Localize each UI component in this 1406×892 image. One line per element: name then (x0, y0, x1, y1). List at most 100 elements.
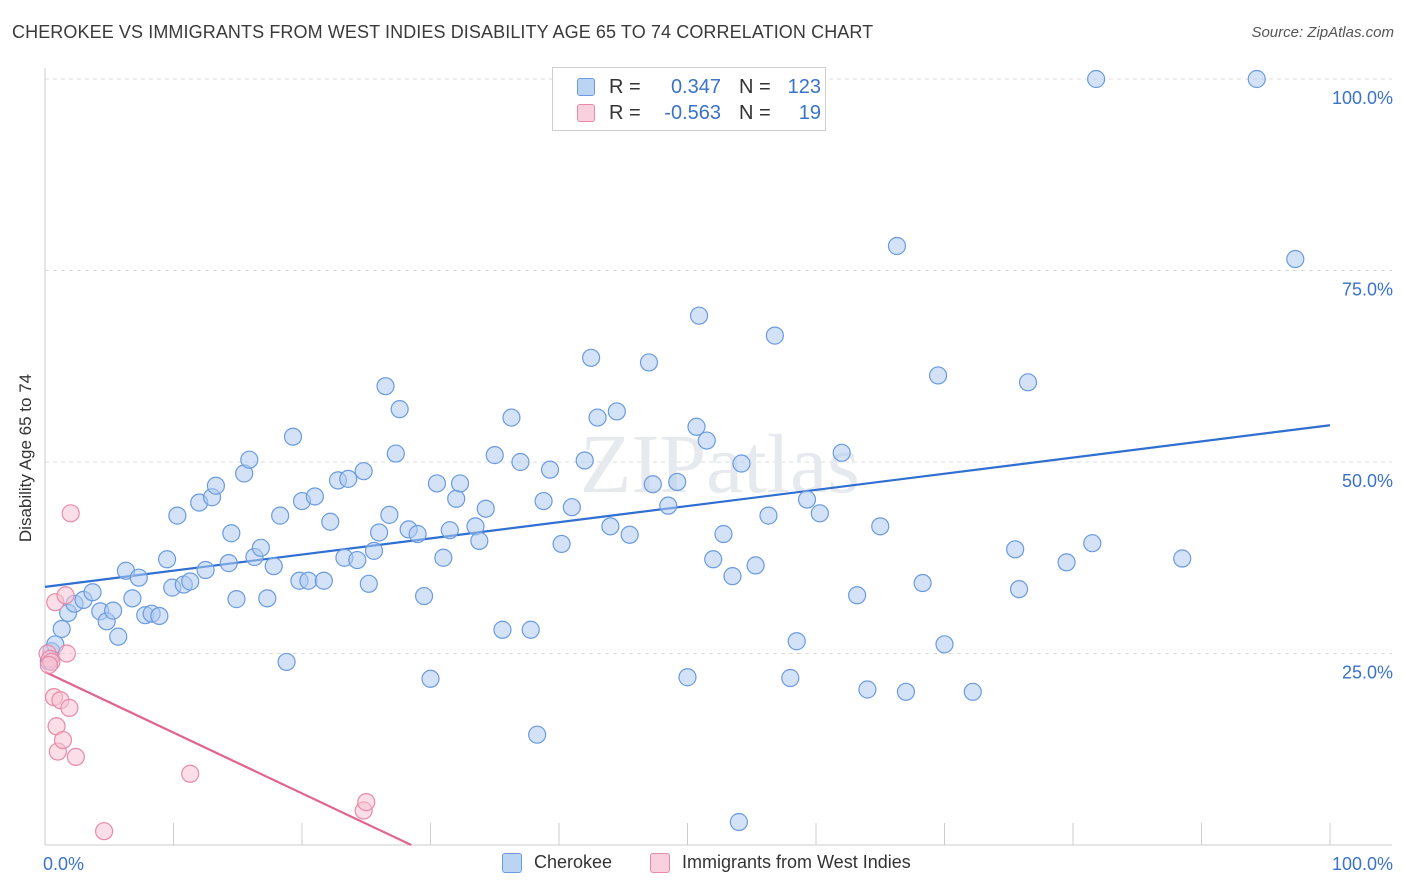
cherokee-point (264, 557, 283, 576)
cherokee-point (848, 586, 867, 605)
y-tick-label: 25.0% (1342, 663, 1393, 683)
cherokee-point (271, 506, 290, 525)
y-tick-label: 100.0% (1332, 88, 1393, 108)
cherokee-point (759, 506, 778, 525)
cherokee-point (206, 476, 226, 495)
cherokee-point (678, 668, 697, 687)
cherokee-point (376, 377, 395, 396)
cherokee-point (689, 306, 709, 325)
cherokee-point (150, 606, 169, 626)
cherokee-point (359, 574, 378, 593)
cherokee-point (258, 589, 277, 608)
cherokee-point (832, 443, 851, 462)
cherokee-point (109, 627, 128, 646)
cherokee-point (434, 548, 453, 567)
cherokee-point (450, 474, 470, 493)
cherokee-point (52, 619, 71, 639)
cherokee-point (963, 682, 982, 701)
cherokee-point (887, 236, 907, 256)
cherokee-point (765, 326, 784, 345)
cherokee-point (521, 620, 540, 639)
west-indies-point (60, 698, 79, 717)
cherokee-point (729, 812, 749, 832)
cherokee-point (511, 452, 530, 472)
cherokee-point (858, 680, 877, 699)
cherokee-point (181, 572, 200, 591)
cherokee-point (219, 554, 238, 573)
west-indies-point (66, 747, 85, 767)
tick-labels: 25.0% 50.0% 75.0% 100.0% 0.0% 100.0% (43, 88, 1393, 874)
cherokee-point (414, 586, 434, 606)
cherokee-point (386, 444, 405, 463)
cherokee-point (104, 601, 123, 620)
bottom-legend-west-indies: Immigrants from West Indies (650, 852, 911, 873)
cherokee-point (552, 534, 571, 554)
cherokee-point (348, 550, 367, 570)
cherokee-point (502, 408, 521, 427)
cherokee-point (354, 462, 373, 481)
bottom-legend-label: Immigrants from West Indies (682, 852, 911, 872)
west-indies-point (57, 644, 76, 663)
legend-row-cherokee: R = 0.347 N = 123 (577, 75, 821, 99)
cherokee-point (534, 491, 553, 511)
cherokee-point (704, 550, 723, 569)
cherokee-point (639, 353, 659, 372)
legend-n-value: 19 (798, 101, 821, 124)
cherokee-point (746, 556, 765, 575)
cherokee-point (1083, 534, 1102, 553)
cherokee-point (582, 348, 601, 367)
cherokee-point (668, 472, 687, 492)
cherokee-point (427, 474, 447, 493)
cherokee-point (1247, 69, 1266, 89)
cherokee-point (659, 496, 678, 515)
cherokee-point (476, 499, 495, 518)
west-indies-point (95, 822, 114, 841)
cherokee-point (601, 517, 620, 536)
cherokee-point (935, 635, 954, 654)
cherokee-point (277, 652, 296, 672)
cherokee-point (1018, 373, 1038, 392)
x-tick-label: 100.0% (1332, 854, 1393, 874)
y-tick-label: 75.0% (1342, 280, 1393, 300)
cherokee-point (928, 366, 948, 385)
bottom-legend-swatch-blue (502, 852, 522, 873)
bottom-legend-swatch-pink (650, 852, 670, 873)
cherokee-point (168, 506, 187, 525)
cherokee-point (810, 504, 829, 523)
data-points (38, 69, 1305, 841)
cherokee-point (470, 531, 489, 550)
y-axis-label: Disability Age 65 to 74 (16, 373, 35, 543)
cherokee-point (1009, 580, 1029, 599)
cherokee-point (493, 620, 512, 639)
cherokee-point (575, 451, 594, 470)
west-indies-point (56, 586, 75, 605)
cherokee-point (485, 446, 504, 465)
cherokee-point (588, 408, 607, 427)
legend-swatch-pink (577, 104, 595, 122)
cherokee-point (157, 550, 177, 569)
west-indies-point (61, 504, 80, 523)
cherokee-point (283, 427, 303, 446)
legend-n-label: N = (739, 101, 771, 124)
grid-lines (45, 78, 1392, 654)
y-tick-label: 50.0% (1342, 471, 1393, 491)
cherokee-point (1173, 549, 1192, 568)
cherokee-point (797, 490, 817, 509)
x-tick-label: 0.0% (43, 854, 84, 874)
cherokee-point (781, 668, 800, 688)
cherokee-point (83, 583, 102, 602)
legend-n-label: N = (739, 75, 771, 98)
cherokee-point (123, 589, 142, 608)
cherokee-point (251, 538, 270, 557)
cherokee-point (714, 524, 733, 544)
west-indies-point (53, 730, 73, 750)
cherokee-point (732, 454, 751, 473)
cherokee-point (620, 525, 639, 544)
chart-title: CHEROKEE VS IMMIGRANTS FROM WEST INDIES … (12, 22, 874, 42)
cherokee-point (305, 487, 324, 506)
axes (44, 68, 1392, 846)
cherokee-point (447, 489, 466, 508)
west-indies-trend-line (44, 670, 412, 846)
legend-n-value: 123 (787, 75, 821, 98)
